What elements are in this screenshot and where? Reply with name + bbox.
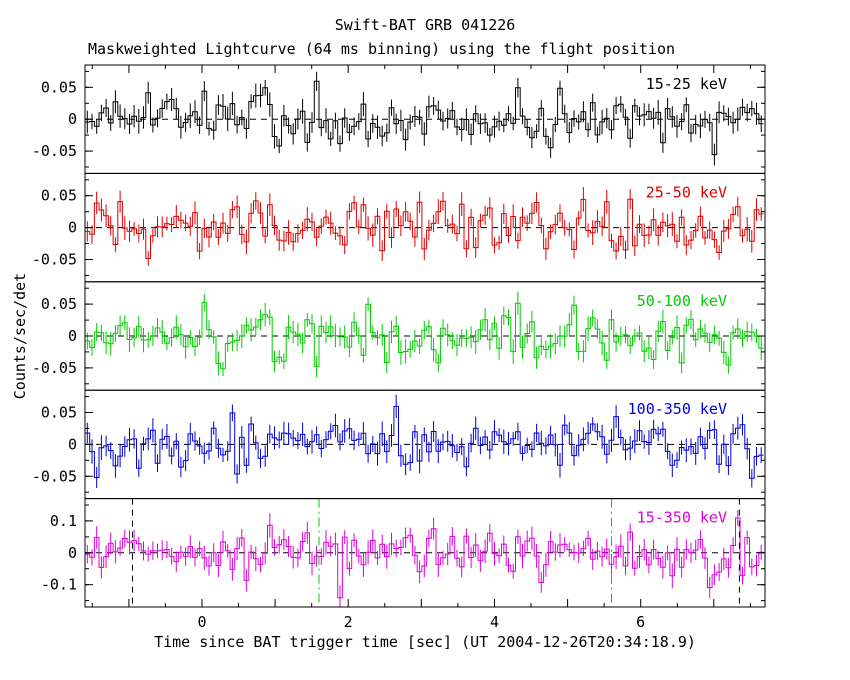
lightcurve-errorbars [86,71,762,166]
y-tick-label: 0.1 [50,512,77,530]
panel-energy-label: 50-100 keV [637,292,727,310]
panel-15-350-kev: 0.1 0 -0.1 15-350 keV [41,498,766,608]
figure-subtitle: Maskweighted Lightcurve (64 ms binning) … [88,40,675,58]
x-tick-label: 2 [344,613,353,631]
y-tick-label: -0.05 [32,251,77,269]
x-tick-label: 4 [490,613,499,631]
panel-energy-label: 15-25 keV [646,75,727,93]
y-tick-label: 0.05 [41,187,77,205]
x-axis-label: Time since BAT trigger time [sec] (UT 20… [154,633,696,651]
panel-15-25-kev: 0.05 0 -0.05 15-25 keV [32,64,766,174]
lightcurve-errorbars [86,187,762,266]
panel-25-50-kev: 0.05 0 -0.05 25-50 keV [32,172,766,283]
panel-50-100-kev: 0.05 0 -0.05 50-100 keV [32,281,766,391]
y-tick-label: -0.05 [32,142,77,160]
y-axis-label: Counts/sec/det [11,272,29,400]
lightcurve-errorbars [86,394,762,488]
x-tick-label: 0 [197,613,206,631]
y-tick-label: -0.05 [32,467,77,485]
lightcurve-errorbars [86,291,762,377]
y-tick-label: 0 [68,219,77,237]
y-tick-label: 0.05 [41,78,77,96]
y-tick-label: 0 [68,544,77,562]
y-tick-label: 0.05 [41,404,77,422]
y-tick-label: 0 [68,327,77,345]
y-tick-label: -0.05 [32,359,77,377]
panel-100-350-kev: 0.05 0 -0.05 100-350 keV [32,389,766,500]
panel-energy-label: 100-350 keV [628,400,727,418]
panel-energy-label: 15-350 keV [637,509,727,527]
y-tick-label: 0.05 [41,295,77,313]
y-tick-label: 0 [68,110,77,128]
x-tick-label: 6 [636,613,645,631]
y-tick-label: 0 [68,435,77,453]
figure-title: Swift-BAT GRB 041226 [334,16,516,34]
y-tick-label: -0.1 [41,576,77,594]
panel-energy-label: 25-50 keV [646,183,727,201]
